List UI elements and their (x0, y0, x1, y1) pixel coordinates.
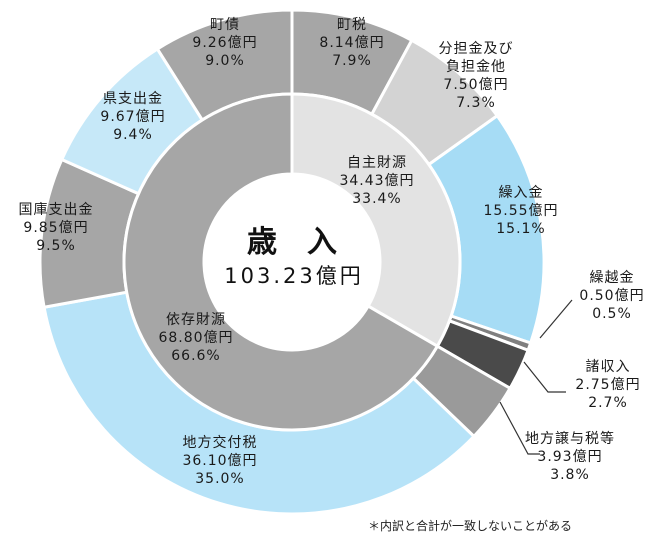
inner-slice-0 (290, 92, 462, 349)
outer-label-5-line-2: 3.8% (550, 467, 590, 483)
inner-label-0-line-2: 33.4% (352, 191, 401, 207)
outer-label-8-line-1: 9.67億円 (100, 109, 165, 125)
outer-label-5-line-0: 地方譲与税等 (525, 430, 615, 447)
outer-label-2-line-1: 15.55億円 (483, 203, 558, 219)
outer-label-4-line-2: 2.7% (588, 395, 628, 411)
callout-line-5 (499, 401, 540, 455)
outer-label-1-line-0: 分担金及び (439, 41, 514, 57)
outer-label-7-line-2: 9.5% (36, 238, 76, 254)
inner-ring (122, 92, 462, 432)
callout-line-3 (539, 299, 573, 339)
outer-label-0-line-0: 町税 (337, 17, 367, 33)
footnote: ＊内訳と合計が一致しないことがある (368, 518, 572, 533)
outer-label-3-line-2: 0.5% (592, 306, 632, 322)
inner-label-1-line-1: 68.80億円 (158, 330, 233, 346)
outer-label-5-line-1: 3.93億円 (537, 449, 602, 465)
outer-label-8-line-0: 県支出金 (103, 91, 163, 107)
inner-label-0-line-0: 自主財源 (347, 155, 407, 171)
inner-label-1-line-0: 依存財源 (166, 312, 226, 328)
center-title: 歳 入 (247, 225, 337, 260)
outer-label-7-line-0: 国庫支出金 (19, 201, 94, 218)
outer-label-9-line-1: 9.26億円 (192, 35, 257, 51)
outer-label-9-line-2: 9.0% (205, 53, 245, 69)
inner-label-0-line-1: 34.43億円 (339, 173, 414, 189)
outer-label-8-line-2: 9.4% (113, 127, 153, 143)
outer-label-0-line-2: 7.9% (332, 53, 372, 69)
callout-lines (499, 299, 573, 455)
outer-label-4-line-1: 2.75億円 (575, 377, 640, 393)
outer-label-7-line-1: 9.85億円 (23, 220, 88, 236)
callout-line-4 (523, 361, 566, 393)
center-total: 103.23億円 (224, 264, 363, 288)
outer-label-6-line-2: 35.0% (195, 471, 244, 487)
outer-label-6-line-0: 地方交付税 (183, 434, 258, 451)
outer-label-1-line-2: 7.50億円 (443, 77, 508, 93)
inner-slice-1 (122, 92, 440, 432)
outer-label-6-line-1: 36.10億円 (182, 453, 257, 469)
outer-label-0-line-1: 8.14億円 (319, 35, 384, 51)
outer-label-4-line-0: 諸収入 (586, 359, 631, 375)
outer-label-3-line-0: 繰越金 (590, 270, 635, 286)
inner-label-1-line-2: 66.6% (171, 348, 220, 364)
outer-label-2-line-2: 15.1% (496, 221, 545, 237)
outer-label-2-line-0: 繰入金 (499, 185, 544, 201)
outer-label-9-line-0: 町債 (210, 17, 240, 33)
outer-label-1-line-1: 負担金他 (446, 59, 506, 75)
outer-label-3-line-1: 0.50億円 (579, 288, 644, 304)
outer-label-1-line-3: 7.3% (456, 95, 496, 111)
